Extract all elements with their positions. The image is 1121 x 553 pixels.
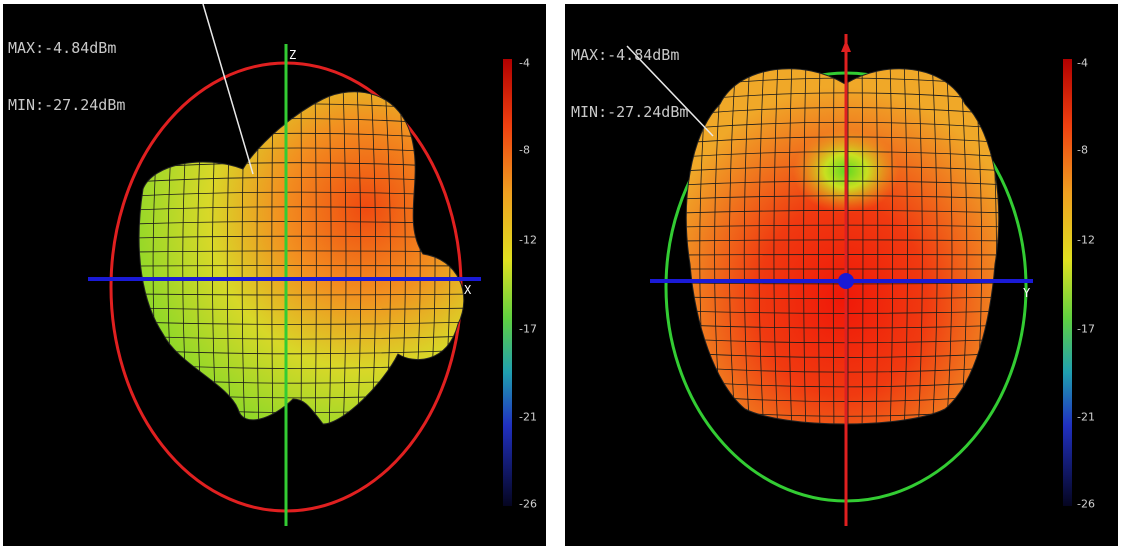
colorbar-tick-label: -12 (1077, 233, 1095, 247)
mesh-line (139, 307, 464, 311)
mesh-line (917, 68, 923, 425)
mesh-line (139, 405, 464, 413)
colorbar (1063, 59, 1072, 506)
radiation-pattern-panel-yz: Y MAX:-4.84dBm MIN:-27.24dBm -4 -8 -12 -… (565, 4, 1118, 546)
radiation-pattern-plot-xz: Z X (88, 4, 512, 526)
mesh-line (788, 68, 793, 425)
colorbar-tick-label: -26 (1077, 497, 1095, 511)
stats-box: MAX:-4.84dBm MIN:-27.24dBm (8, 4, 125, 153)
max-value-text: MAX:-4.84dBm (8, 39, 117, 57)
mesh-line (758, 68, 765, 425)
origin-marker (838, 273, 854, 289)
y-axis-label: Y (1023, 286, 1031, 300)
colorbar-tick-label: -21 (519, 410, 537, 424)
colorbar-tick-label: -12 (519, 233, 537, 247)
mesh-line (139, 321, 464, 325)
mesh-line (729, 68, 737, 425)
mesh-line (139, 91, 464, 99)
colorbar-tick-label: -4 (519, 56, 530, 70)
mesh-line (139, 335, 464, 340)
colorbar-tick-label: -17 (1077, 322, 1095, 336)
mesh-line (133, 75, 473, 85)
colorbar-tick-label: -4 (1077, 56, 1088, 70)
colorbar-tick-label: -8 (519, 143, 530, 157)
max-value-text: MAX:-4.84dBm (571, 46, 680, 64)
mesh-line (889, 68, 894, 425)
colorbar-tick-label: -26 (519, 497, 537, 511)
z-axis-arrow (841, 40, 851, 52)
radiation-lobe-outline (138, 91, 465, 425)
min-value-text: MIN:-27.24dBm (8, 96, 126, 114)
max-leader-line (202, 4, 254, 175)
mesh-line (803, 68, 807, 425)
stats-box: MAX:-4.84dBm MIN:-27.24dBm (571, 8, 688, 160)
colorbar-tick-label: -17 (519, 322, 537, 336)
mesh-line (875, 68, 879, 425)
x-axis-label: X (464, 283, 472, 297)
radiation-pattern-panel-xz: Z X MAX:-4.84dBm MIN:-27.24dBm -4 -8 -12… (3, 4, 546, 546)
mesh-line (861, 68, 864, 425)
mesh-line (903, 68, 908, 425)
mesh-line (818, 68, 821, 425)
mesh-line (773, 68, 779, 425)
colorbar-tick-label: -21 (1077, 410, 1095, 424)
mesh-line (832, 68, 835, 425)
mesh-line (133, 434, 473, 442)
z-axis-label: Z (289, 48, 296, 62)
colorbar-tick-label: -8 (1077, 143, 1088, 157)
mesh-line (356, 91, 362, 425)
mesh-line (931, 68, 938, 425)
radiation-pattern-plot-yz: Y (626, 34, 1072, 526)
max-leader-line (626, 45, 714, 137)
mesh-line (743, 68, 751, 425)
min-value-text: MIN:-27.24dBm (571, 103, 689, 121)
colorbar (503, 59, 512, 506)
mesh-line (945, 68, 953, 425)
mesh-line (139, 293, 464, 296)
mesh-line (469, 84, 480, 434)
